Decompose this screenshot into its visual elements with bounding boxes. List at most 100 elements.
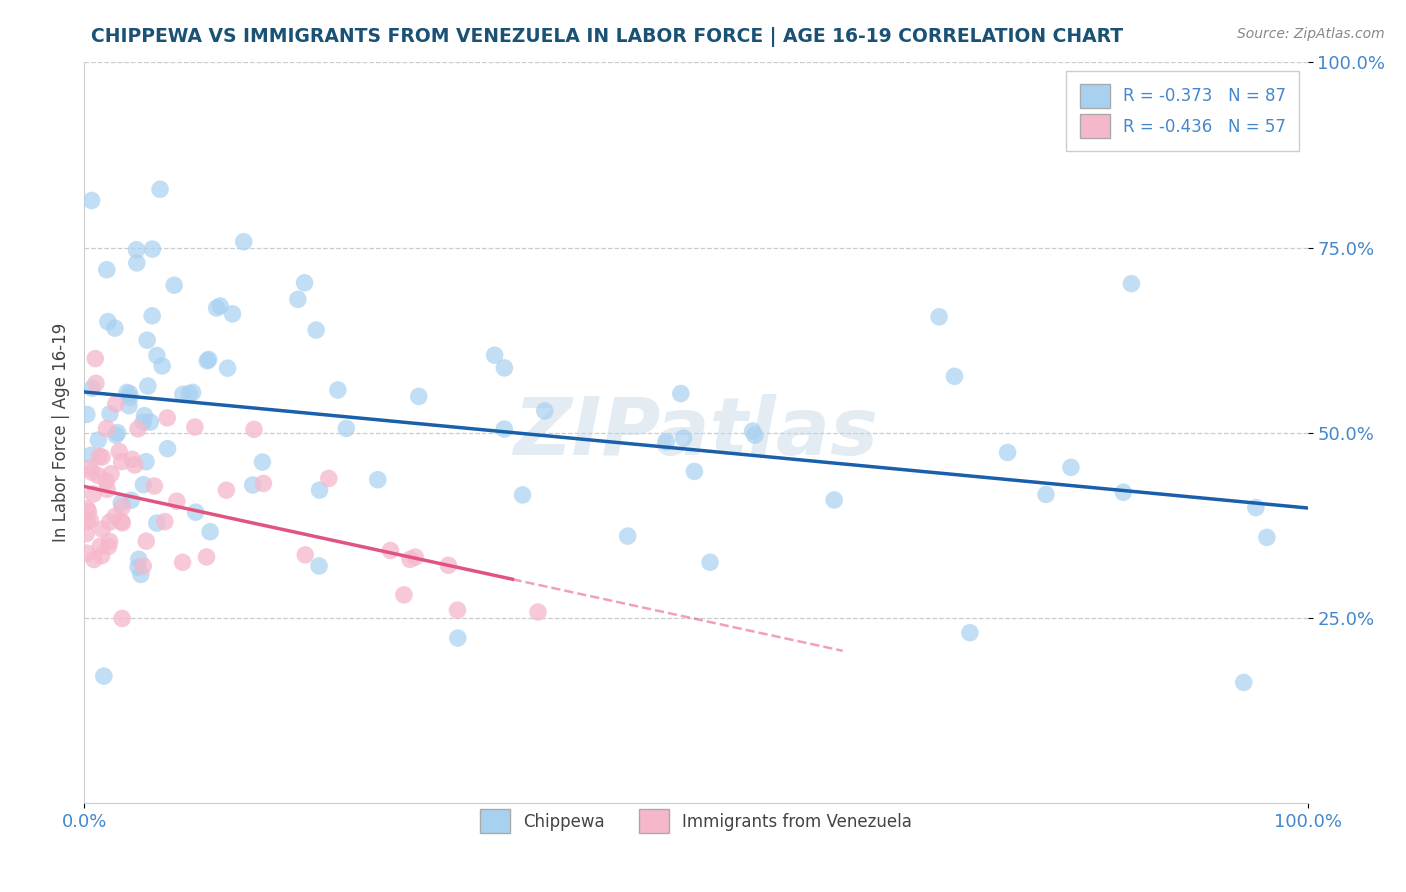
Point: [96, 421, 118, 435]
Point: [107, 425, 129, 440]
Point: [243, 422, 266, 436]
Point: [111, 455, 134, 469]
Point: [215, 483, 238, 498]
Point: [153, 515, 176, 529]
Point: [305, 323, 328, 337]
Point: [533, 404, 555, 418]
Point: [744, 428, 766, 442]
Point: [87, 433, 110, 447]
Point: [91, 522, 114, 536]
Point: [87, 468, 110, 483]
Point: [232, 235, 254, 249]
Point: [408, 389, 430, 403]
Point: [672, 431, 695, 445]
Point: [146, 516, 169, 530]
Point: [132, 477, 155, 491]
Point: [104, 321, 127, 335]
Point: [669, 386, 692, 401]
Point: [125, 243, 148, 257]
Point: [163, 278, 186, 293]
Point: [616, 529, 638, 543]
Point: [179, 386, 201, 401]
Point: [76, 501, 98, 516]
Point: [111, 500, 134, 515]
Point: [209, 299, 232, 313]
Point: [82, 487, 104, 501]
Point: [132, 559, 155, 574]
Point: [139, 415, 162, 429]
Point: [100, 467, 122, 481]
Point: [110, 515, 132, 529]
Point: [125, 256, 148, 270]
Point: [98, 515, 121, 529]
Point: [76, 515, 98, 529]
Point: [399, 552, 422, 566]
Point: [404, 550, 426, 565]
Point: [135, 455, 157, 469]
Point: [156, 410, 179, 425]
Text: ZIPatlas: ZIPatlas: [513, 393, 879, 472]
Point: [84, 351, 107, 366]
Point: [93, 669, 115, 683]
Point: [217, 361, 239, 376]
Point: [367, 473, 389, 487]
Point: [127, 560, 149, 574]
Point: [655, 434, 678, 449]
Point: [197, 352, 219, 367]
Point: [195, 549, 218, 564]
Point: [108, 444, 131, 458]
Point: [143, 479, 166, 493]
Point: [96, 483, 118, 497]
Y-axis label: In Labor Force | Age 16-19: In Labor Force | Age 16-19: [52, 323, 70, 542]
Point: [318, 471, 340, 485]
Text: CHIPPEWA VS IMMIGRANTS FROM VENEZUELA IN LABOR FORCE | AGE 16-19 CORRELATION CHA: CHIPPEWA VS IMMIGRANTS FROM VENEZUELA IN…: [91, 27, 1123, 46]
Point: [943, 369, 966, 384]
Point: [83, 552, 105, 566]
Point: [136, 333, 159, 347]
Point: [96, 262, 118, 277]
Point: [156, 442, 179, 456]
Point: [127, 422, 149, 436]
Point: [80, 194, 103, 208]
Point: [484, 348, 506, 362]
Point: [118, 399, 141, 413]
Point: [252, 455, 274, 469]
Point: [111, 611, 134, 625]
Point: [75, 526, 97, 541]
Point: [308, 483, 330, 497]
Point: [124, 458, 146, 472]
Point: [494, 422, 516, 436]
Point: [128, 552, 150, 566]
Point: [1233, 675, 1256, 690]
Point: [326, 383, 349, 397]
Point: [118, 391, 141, 405]
Point: [141, 242, 163, 256]
Point: [146, 349, 169, 363]
Point: [294, 276, 316, 290]
Point: [205, 301, 228, 315]
Point: [104, 397, 127, 411]
Point: [76, 546, 98, 560]
Point: [380, 543, 402, 558]
Point: [308, 559, 330, 574]
Point: [166, 494, 188, 508]
Point: [118, 386, 141, 401]
Point: [823, 492, 845, 507]
Point: [136, 379, 159, 393]
Point: [184, 420, 207, 434]
Point: [512, 488, 534, 502]
Point: [97, 315, 120, 329]
Point: [150, 359, 173, 373]
Point: [89, 450, 111, 464]
Point: [181, 385, 204, 400]
Point: [111, 516, 134, 530]
Point: [104, 428, 127, 442]
Point: [1112, 485, 1135, 500]
Point: [135, 534, 157, 549]
Point: [141, 309, 163, 323]
Point: [1035, 487, 1057, 501]
Point: [494, 360, 516, 375]
Point: [997, 445, 1019, 459]
Point: [447, 631, 470, 645]
Point: [198, 524, 221, 539]
